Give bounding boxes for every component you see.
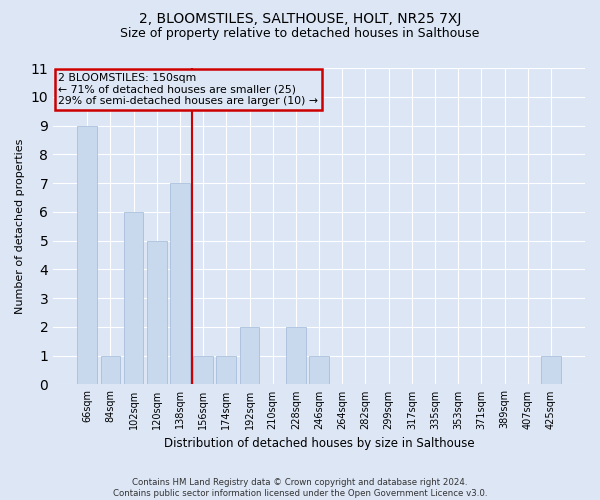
Bar (170, 183, 190, 384)
Bar (193, 356, 213, 384)
Bar (147, 240, 167, 384)
Bar (77, 126, 97, 384)
Bar (217, 356, 236, 384)
Bar (286, 327, 306, 384)
Bar (124, 212, 143, 384)
Bar (239, 327, 259, 384)
Bar (101, 356, 120, 384)
X-axis label: Distribution of detached houses by size in Salthouse: Distribution of detached houses by size … (164, 437, 475, 450)
Text: Contains HM Land Registry data © Crown copyright and database right 2024.
Contai: Contains HM Land Registry data © Crown c… (113, 478, 487, 498)
Text: Size of property relative to detached houses in Salthouse: Size of property relative to detached ho… (121, 28, 479, 40)
Y-axis label: Number of detached properties: Number of detached properties (15, 138, 25, 314)
Bar (309, 356, 329, 384)
Text: 2, BLOOMSTILES, SALTHOUSE, HOLT, NR25 7XJ: 2, BLOOMSTILES, SALTHOUSE, HOLT, NR25 7X… (139, 12, 461, 26)
Bar (541, 356, 561, 384)
Text: 2 BLOOMSTILES: 150sqm
← 71% of detached houses are smaller (25)
29% of semi-deta: 2 BLOOMSTILES: 150sqm ← 71% of detached … (58, 72, 319, 106)
